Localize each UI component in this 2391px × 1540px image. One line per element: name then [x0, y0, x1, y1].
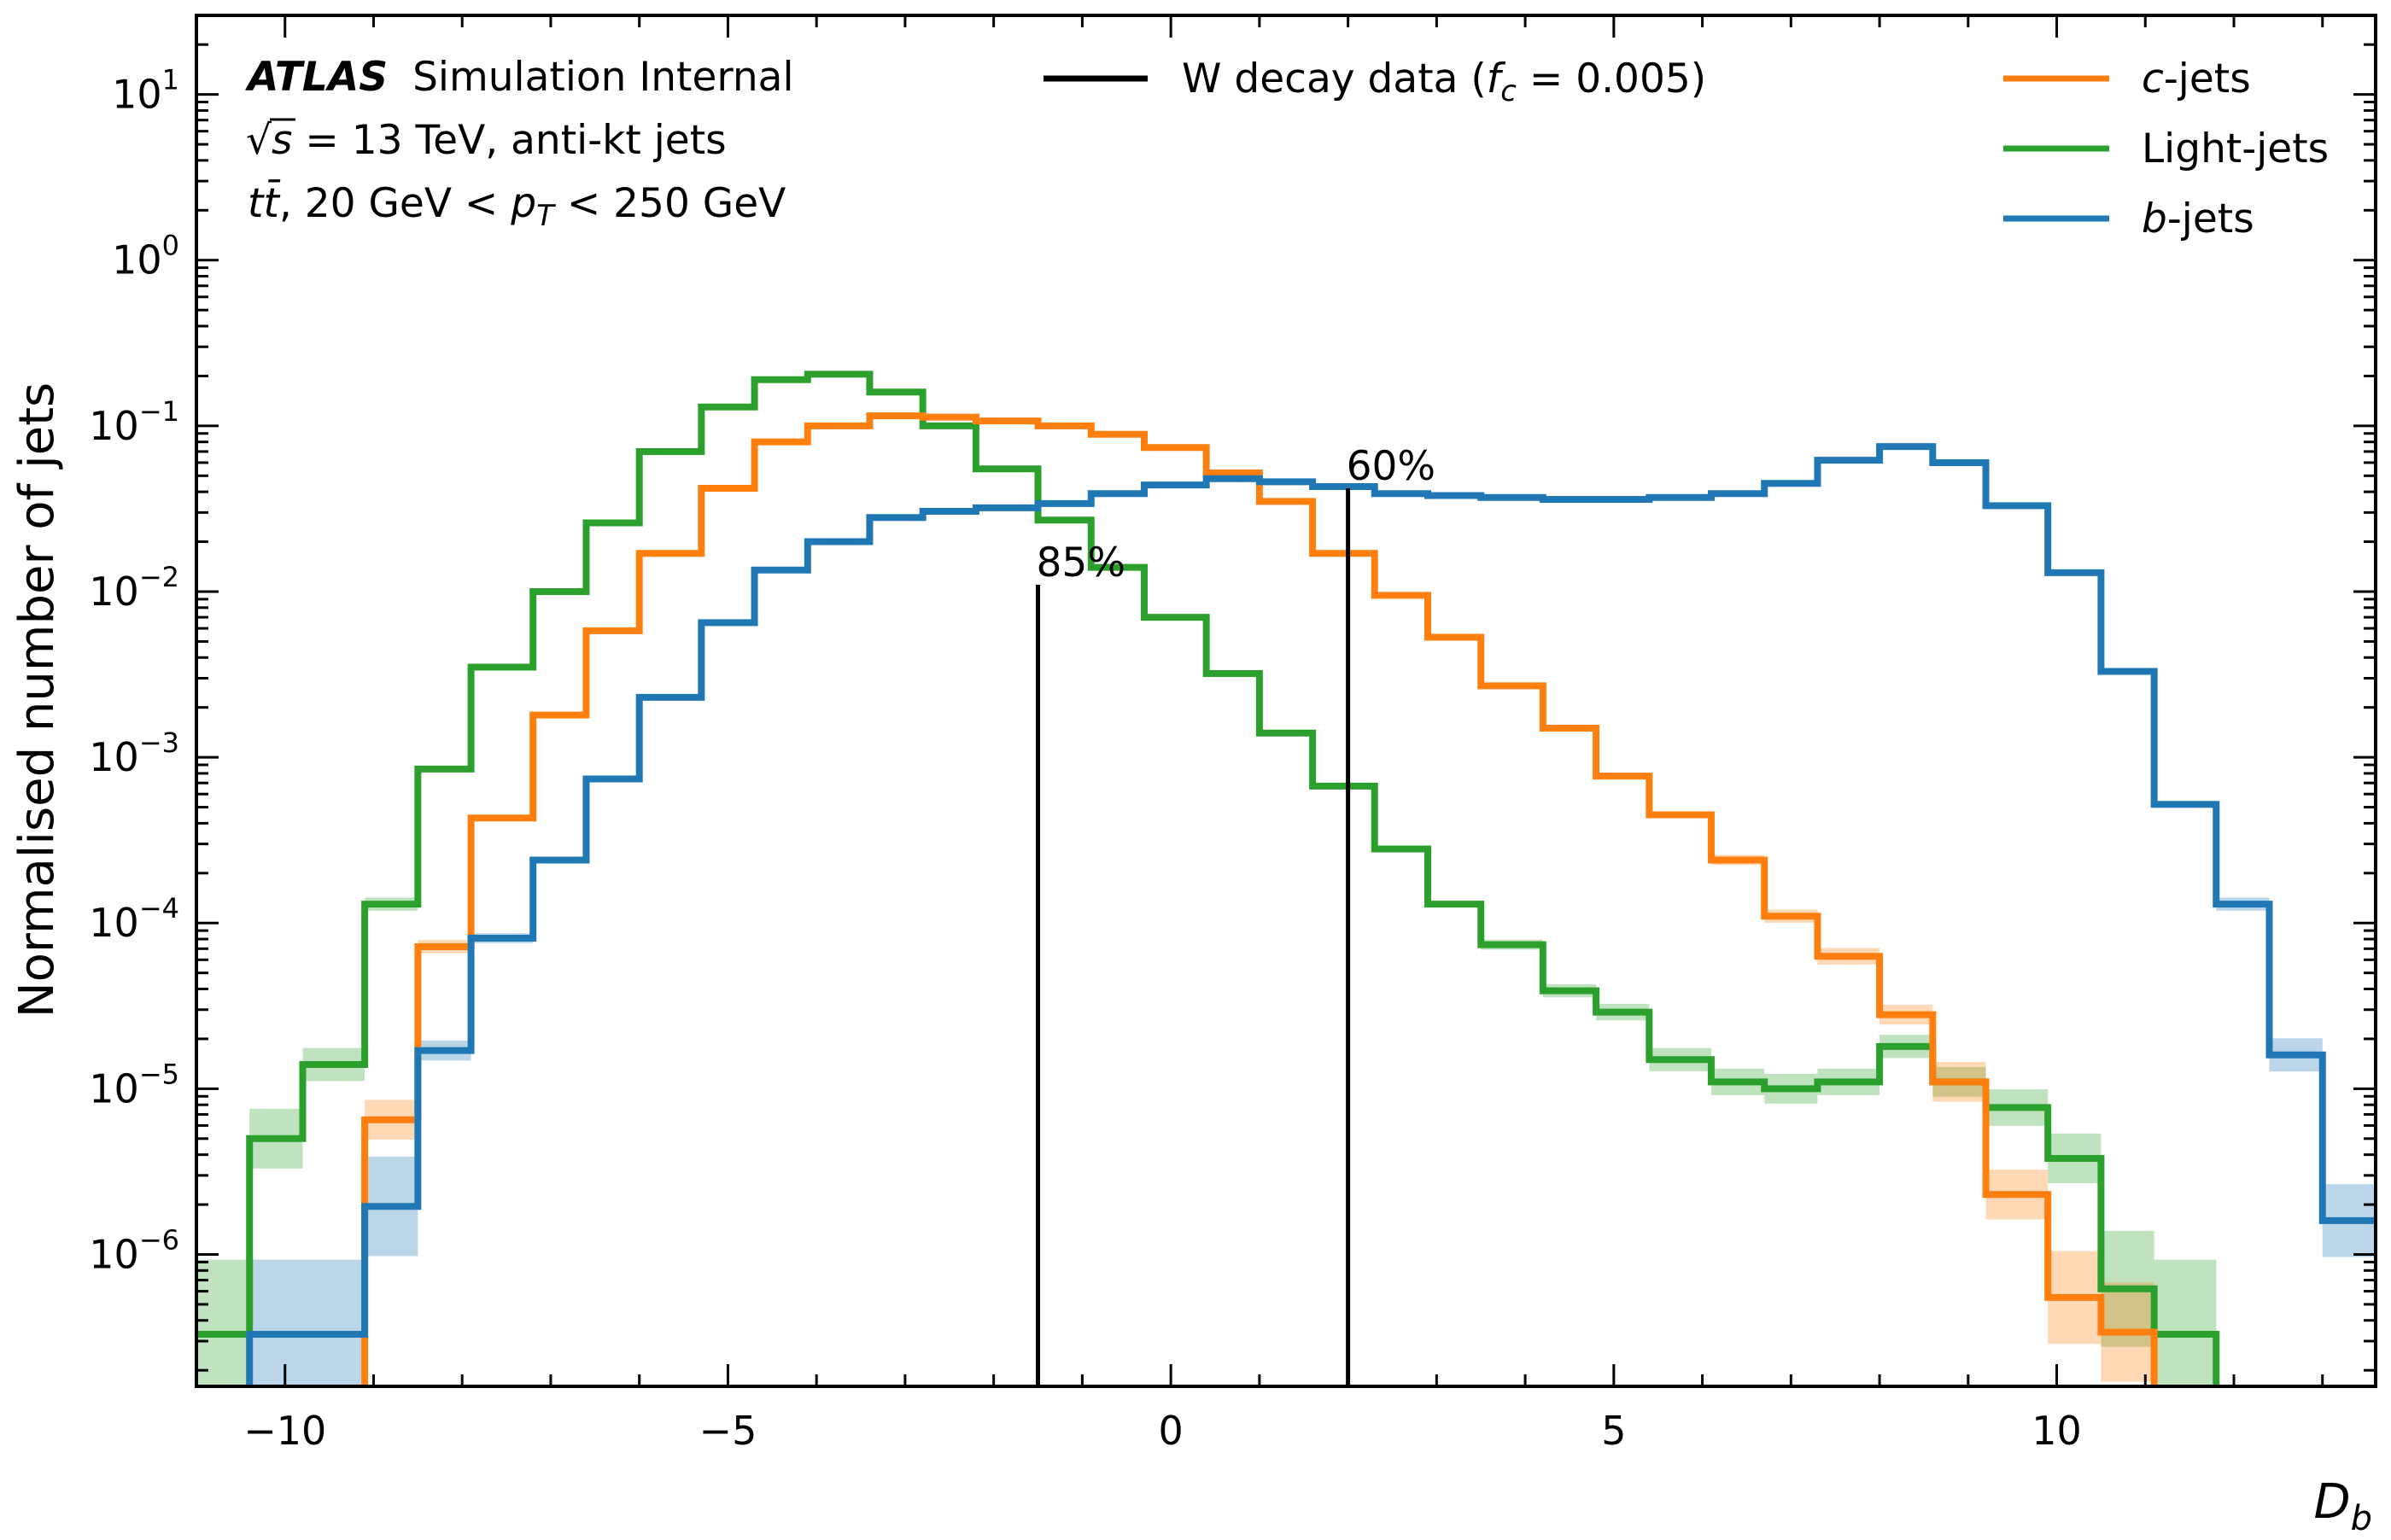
atlas-label: ATLAS Simulation Internal √s = 13 TeV, a…	[244, 54, 794, 233]
x-tick-label: 10	[2031, 1408, 2082, 1454]
working-point-label: 85%	[1037, 540, 1125, 586]
band-b-jets	[249, 1259, 303, 1386]
working-point-label: 60%	[1347, 443, 1435, 490]
svg-text:Light-jets: Light-jets	[2142, 125, 2329, 172]
x-axis-title: Db	[2313, 1474, 2372, 1537]
y-tick-label: 10−6	[89, 1223, 179, 1277]
x-tick-labels: −10 −5 0 5 10	[243, 1408, 2082, 1454]
svg-text:c-jets: c-jets	[2142, 55, 2251, 102]
y-tick-label: 100	[112, 230, 179, 283]
y-tick-label: 10−2	[89, 561, 179, 615]
series-line-light-jets	[196, 370, 2220, 1386]
legend-entry-light-jets: Light-jets	[2003, 125, 2329, 172]
x-tick-label: 0	[1158, 1408, 1183, 1454]
histogram-lines	[196, 370, 2376, 1386]
y-tick-label: 10−5	[89, 1058, 179, 1111]
y-tick-label: 10−1	[89, 395, 179, 449]
y-tick-labels: 10−6 10−5 10−4 10−3 10−2 10−1 100 101	[89, 64, 179, 1278]
svg-text:W decay data (fc = 0.005): W decay data (fc = 0.005)	[1182, 55, 1706, 108]
y-tick-label: 10−3	[89, 726, 179, 780]
series-line-c-jets	[361, 412, 2158, 1386]
band-light-jets	[2154, 1259, 2217, 1386]
series-line-b-jets	[246, 443, 2376, 1386]
x-tick-label: −5	[699, 1408, 757, 1454]
y-tick-label: 101	[112, 64, 179, 118]
svg-text:ATLAS Simulation Inter: ATLAS Simulation Internal	[244, 54, 794, 101]
working-point-lines: 85% 60%	[1036, 443, 1435, 1386]
x-tick-label: 5	[1601, 1408, 1626, 1454]
y-axis-title: Normalised number of jets	[9, 382, 65, 1018]
plot-frame	[195, 14, 2377, 1388]
legend-entry-c-jets: c-jets	[2003, 55, 2251, 102]
legend-entry-b-jets: b-jets	[2003, 195, 2254, 242]
y-tick-label: 10−4	[89, 892, 179, 946]
svg-text:√s = 13 TeV, anti-kt jets: √s = 13 TeV, anti-kt jets	[246, 117, 727, 164]
legend-wdecay: W decay data (fc = 0.005)	[1044, 55, 1706, 108]
band-b-jets	[302, 1259, 365, 1386]
svg-text:b-jets: b-jets	[2142, 195, 2254, 242]
svg-text:tt̄, 20 GeV < pT < 250 GeV: tt̄, 20 GeV < pT < 250 GeV	[248, 179, 786, 233]
x-tick-label: −10	[243, 1408, 326, 1454]
legend-flavours: c-jets Light-jets b-jets	[2003, 55, 2329, 242]
